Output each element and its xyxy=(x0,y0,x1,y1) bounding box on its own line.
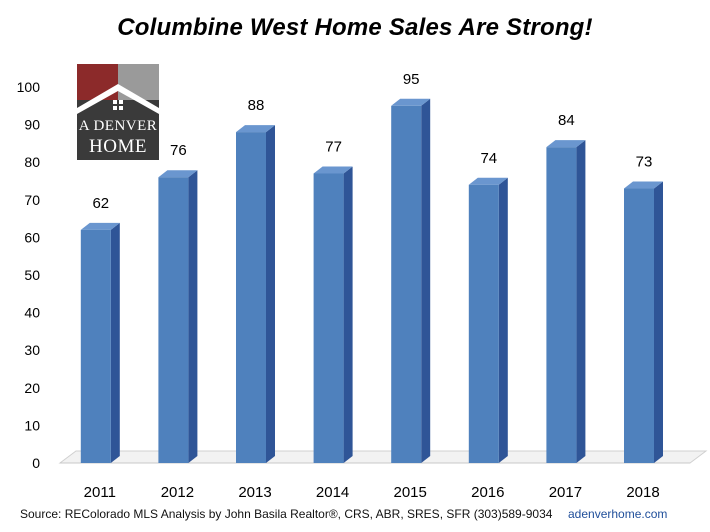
x-tick-label: 2016 xyxy=(471,484,504,501)
bars: 62 76 88 77 95 74 84 73 xyxy=(80,71,663,464)
x-tick-label: 2012 xyxy=(161,484,194,501)
y-tick-label: 60 xyxy=(24,229,40,245)
bar-front xyxy=(158,177,189,464)
bar-side xyxy=(110,222,120,463)
bar-top xyxy=(468,177,508,185)
bar-top xyxy=(236,125,275,133)
y-tick-label: 50 xyxy=(24,267,40,283)
y-tick-label: 10 xyxy=(24,417,40,433)
logo-line1: A DENVER xyxy=(78,118,158,134)
bar-front xyxy=(391,105,422,464)
bar-top xyxy=(546,140,586,148)
y-axis: 0 10 20 30 40 50 60 70 80 90 100 xyxy=(17,79,41,471)
bar-top xyxy=(624,181,663,189)
bar-2016 xyxy=(468,177,508,463)
bar-front xyxy=(468,184,499,463)
y-tick-label: 30 xyxy=(24,342,40,358)
data-label: 95 xyxy=(403,71,420,88)
bar-2011 xyxy=(80,222,120,463)
bar-top xyxy=(391,98,431,106)
x-axis: 2011 2012 2013 2014 2015 2016 2017 2018 xyxy=(84,484,660,501)
data-label: 62 xyxy=(92,195,109,212)
bar-side xyxy=(654,181,663,463)
y-tick-label: 20 xyxy=(24,380,40,396)
y-tick-label: 70 xyxy=(24,192,40,208)
data-label: 77 xyxy=(325,138,342,155)
bar-2013 xyxy=(236,125,275,464)
x-tick-label: 2015 xyxy=(394,484,427,501)
data-label: 88 xyxy=(248,97,265,114)
bar-front xyxy=(236,132,266,463)
data-label: 76 xyxy=(170,142,187,159)
bar-side xyxy=(188,170,198,464)
chart-title: Columbine West Home Sales Are Strong! xyxy=(117,14,593,41)
floor-plane xyxy=(58,450,708,464)
website-link[interactable]: adenverhome.com xyxy=(568,507,668,521)
y-tick-label: 100 xyxy=(17,79,41,95)
bar-side xyxy=(343,166,353,464)
logo-line2: HOME xyxy=(89,136,147,157)
bar-top xyxy=(80,222,120,230)
y-tick-label: 40 xyxy=(24,305,40,321)
bar-top xyxy=(313,166,353,174)
y-tick-label: 90 xyxy=(24,117,40,133)
x-tick-label: 2017 xyxy=(549,484,582,501)
data-label: 84 xyxy=(558,112,575,129)
data-label: 73 xyxy=(636,154,653,171)
x-tick-label: 2014 xyxy=(316,484,349,501)
window-icon xyxy=(113,100,123,110)
bar-2017 xyxy=(546,140,586,463)
bar-2012 xyxy=(158,170,198,464)
bar-front xyxy=(313,173,344,464)
y-tick-label: 0 xyxy=(32,455,40,471)
bar-2014 xyxy=(313,166,353,464)
bar-side xyxy=(576,140,586,463)
bar-top xyxy=(158,170,198,178)
x-tick-label: 2018 xyxy=(626,484,659,501)
bar-side xyxy=(421,98,431,464)
a-denver-home-logo: A DENVER HOME xyxy=(77,64,159,160)
x-tick-label: 2013 xyxy=(238,484,271,501)
data-label: 74 xyxy=(480,150,497,167)
source-note: Source: REColorado MLS Analysis by John … xyxy=(20,507,553,521)
bar-front xyxy=(80,229,111,463)
bar-front xyxy=(624,188,654,463)
x-tick-label: 2011 xyxy=(84,484,116,501)
chart-floor xyxy=(58,450,708,464)
bar-front xyxy=(546,147,577,463)
bar-2015 xyxy=(391,98,431,464)
y-tick-label: 80 xyxy=(24,154,40,170)
bar-side xyxy=(498,177,508,463)
bar-2018 xyxy=(624,181,663,463)
bar-side xyxy=(266,125,275,464)
